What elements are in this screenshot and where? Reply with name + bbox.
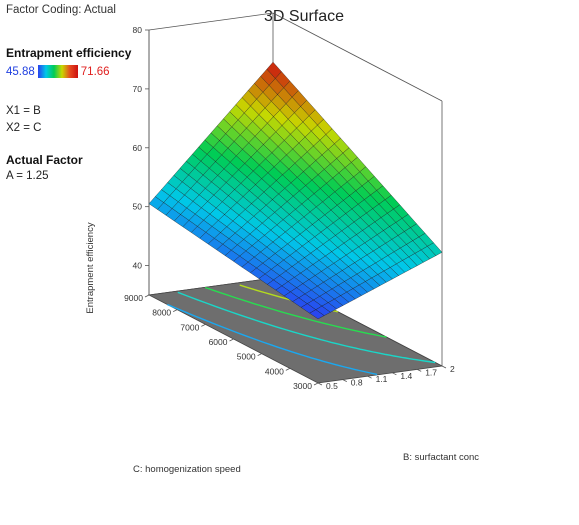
color-scale-min: 45.88 [6,65,35,78]
legend-panel: Factor Coding: Actual Entrapment efficie… [6,4,136,182]
x-axis-title: B: surfactant conc [403,452,479,463]
x-tick-label: 0.8 [351,378,363,388]
y-tick-label: 5000 [237,352,256,362]
factor-mapping: X1 = B X2 = C [6,103,136,137]
contour-line [177,291,436,364]
color-scale-bar [37,65,78,78]
z-tick-label: 80 [133,25,143,35]
actual-factor-title: Actual Factor [6,153,83,167]
y-tick-mark [257,353,262,357]
surface-cell [309,309,325,320]
x-tick-mark [441,365,447,369]
factor-coding-label: Factor Coding: Actual [6,4,116,16]
x-tick-label: 1.7 [425,367,437,377]
contour-line [167,303,378,376]
color-scale: 45.88 71.66 [6,65,136,78]
x-tick-mark [417,369,422,372]
box-edge-3 [148,12,274,31]
z-tick-label: 60 [133,143,143,153]
x-tick-label: 1.1 [376,374,388,384]
z-tick-label: 70 [133,84,143,94]
y-tick-mark [201,323,206,327]
x-tick-label: 0.5 [326,381,338,391]
x-tick-mark [342,379,347,382]
x1-mapping: X1 = B [6,105,41,117]
y-tick-label: 6000 [209,337,228,347]
z-tick-label: 50 [133,202,143,212]
y-tick-label: 3000 [293,381,312,391]
y-tick-mark [313,382,319,386]
x2-mapping: X2 = C [6,122,42,134]
actual-factor-value: A = 1.25 [6,170,49,182]
y-tick-mark [285,367,291,371]
y-tick-mark [229,338,234,342]
y-tick-mark [172,309,178,313]
contour-line [204,286,387,338]
y-axis-title: C: homogenization speed [133,464,241,475]
response-name: Entrapment efficiency [6,46,132,60]
color-scale-max: 71.66 [80,65,110,78]
x-tick-label: 2 [450,364,455,374]
z-tick-label: 40 [133,261,143,271]
z-axis-title: Entrapment efficiency [85,222,96,313]
y-tick-label: 7000 [180,322,199,332]
y-tick-label: 9000 [124,293,143,303]
x-tick-label: 1.4 [400,371,412,381]
box-edge-4 [272,12,443,102]
x-tick-mark [367,375,372,379]
y-tick-label: 8000 [152,308,171,318]
y-tick-mark [144,294,150,298]
x-tick-mark [392,372,397,376]
x-tick-mark [317,382,323,386]
y-tick-label: 4000 [265,366,284,376]
chart-title: 3D Surface [264,8,345,25]
